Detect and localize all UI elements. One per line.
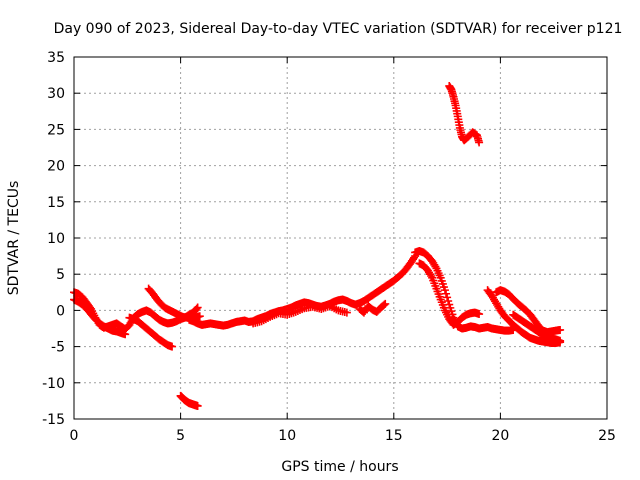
x-tick-label: 0: [70, 428, 79, 444]
data-point: [342, 308, 351, 317]
data-point: [475, 310, 484, 319]
x-tick-label: 5: [176, 428, 185, 444]
series-track-e: [176, 391, 202, 410]
y-axis-label: SDTVAR / TECUs: [6, 181, 22, 296]
data-point: [475, 138, 484, 147]
y-tick-label: 10: [47, 231, 65, 247]
y-tick-label: 30: [47, 86, 65, 102]
data-point: [193, 303, 202, 312]
data-point: [556, 336, 565, 345]
series-track-h: [355, 299, 390, 317]
x-tick-label: 25: [598, 428, 616, 444]
x-tick-label: 10: [278, 428, 296, 444]
data-point: [443, 293, 452, 302]
data-point: [192, 304, 201, 313]
data-point: [410, 253, 419, 262]
series-track-d: [125, 313, 177, 351]
series-track-k: [445, 81, 484, 147]
series-track-m: [492, 286, 565, 337]
y-tick-label: 20: [47, 159, 65, 175]
y-tick-label: -5: [51, 340, 65, 356]
data-point: [168, 342, 177, 351]
series-track-b: [70, 295, 130, 339]
y-tick-label: -15: [42, 412, 65, 428]
data-point: [427, 272, 436, 281]
y-tick-label: 0: [56, 303, 65, 319]
series-track-l: [483, 286, 565, 347]
x-tick-label: 20: [491, 428, 509, 444]
axis-ticks: 0 5 10 15 20 25 -15 -10 -5 0 5 10 15 20 25 30 35: [42, 50, 616, 444]
y-tick-label: 15: [47, 195, 65, 211]
y-tick-label: 5: [56, 267, 65, 283]
data-point: [556, 325, 565, 334]
x-tick-label: 15: [385, 428, 403, 444]
data-point: [193, 401, 202, 410]
data-point: [431, 262, 440, 271]
data-point: [121, 330, 130, 339]
data-point: [195, 312, 204, 321]
series-track-j: [415, 259, 484, 329]
x-axis-label: GPS time / hours: [281, 459, 398, 475]
plot-frame: [73, 56, 608, 420]
grid-lines: [74, 57, 607, 419]
data-point: [444, 296, 453, 305]
y-tick-label: -10: [42, 376, 65, 392]
data-point: [380, 300, 389, 309]
chart-title: Day 090 of 2023, Sidereal Day-to-day VTE…: [54, 21, 623, 37]
data-point: [381, 299, 390, 308]
data-point: [442, 289, 451, 298]
series-track-n: [509, 310, 565, 345]
series-track-f: [185, 252, 420, 330]
y-tick-label: 25: [47, 122, 65, 138]
data-points: [70, 81, 565, 410]
y-tick-label: 35: [47, 50, 65, 66]
series-track-g: [249, 302, 351, 328]
data-point: [440, 286, 449, 295]
